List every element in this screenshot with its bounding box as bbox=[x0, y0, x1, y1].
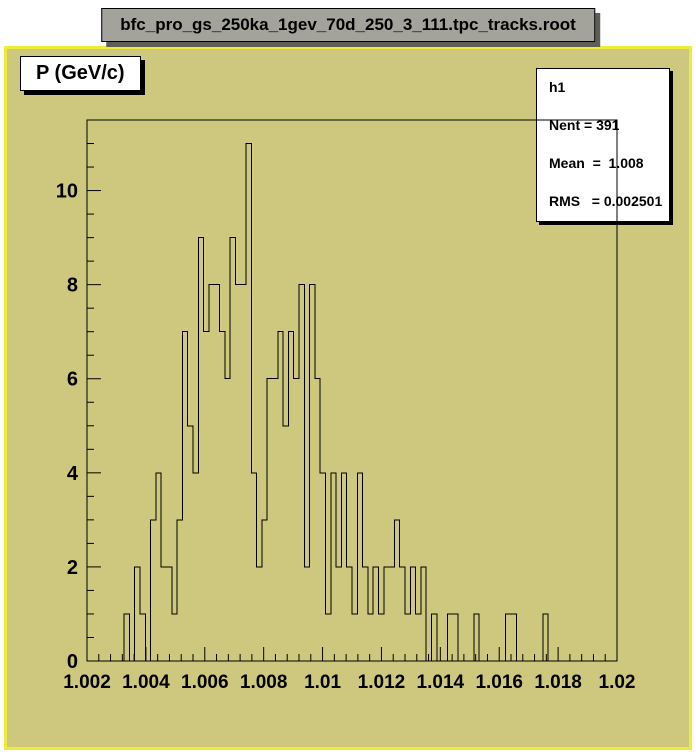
y-axis-tick-label: 2 bbox=[67, 557, 78, 579]
y-axis-tick-label: 10 bbox=[56, 181, 78, 203]
x-axis-tick-label: 1.004 bbox=[122, 672, 170, 693]
x-axis-tick-label: 1.018 bbox=[534, 672, 582, 693]
x-axis-tick-label: 1.002 bbox=[63, 672, 111, 693]
histogram-step-path bbox=[87, 143, 617, 662]
y-axis-tick-label: 4 bbox=[67, 463, 79, 485]
histogram-title-text: P (GeV/c) bbox=[36, 62, 125, 84]
y-axis-tick-label: 0 bbox=[67, 651, 78, 673]
stats-box[interactable]: h1 Nent = 391 Mean = 1.008 RMS = 0.00250… bbox=[536, 68, 670, 222]
window-title-bar: bfc_pro_gs_250ka_1gev_70d_250_3_111.tpc_… bbox=[101, 8, 595, 42]
stats-rms: RMS = 0.002501 bbox=[549, 193, 663, 209]
stats-histogram-name: h1 bbox=[549, 79, 566, 95]
plot-frame bbox=[86, 119, 618, 662]
x-axis-tick-label: 1.014 bbox=[417, 672, 465, 693]
x-axis-tick-label: 1.008 bbox=[240, 672, 288, 693]
y-axis-tick-label: 8 bbox=[67, 275, 78, 297]
x-axis-tick-label: 1.016 bbox=[475, 672, 523, 693]
histogram-title-box[interactable]: P (GeV/c) bbox=[20, 56, 141, 91]
x-axis-tick-label: 1.012 bbox=[358, 672, 406, 693]
stats-entries: Nent = 391 bbox=[549, 117, 620, 133]
x-axis-tick-label: 1.006 bbox=[181, 672, 229, 693]
x-axis-tick-label: 1.02 bbox=[599, 672, 636, 693]
x-axis-tick-label: 1.01 bbox=[304, 672, 341, 693]
y-axis-tick-label: 6 bbox=[67, 369, 78, 391]
window-title-text: bfc_pro_gs_250ka_1gev_70d_250_3_111.tpc_… bbox=[120, 15, 576, 34]
